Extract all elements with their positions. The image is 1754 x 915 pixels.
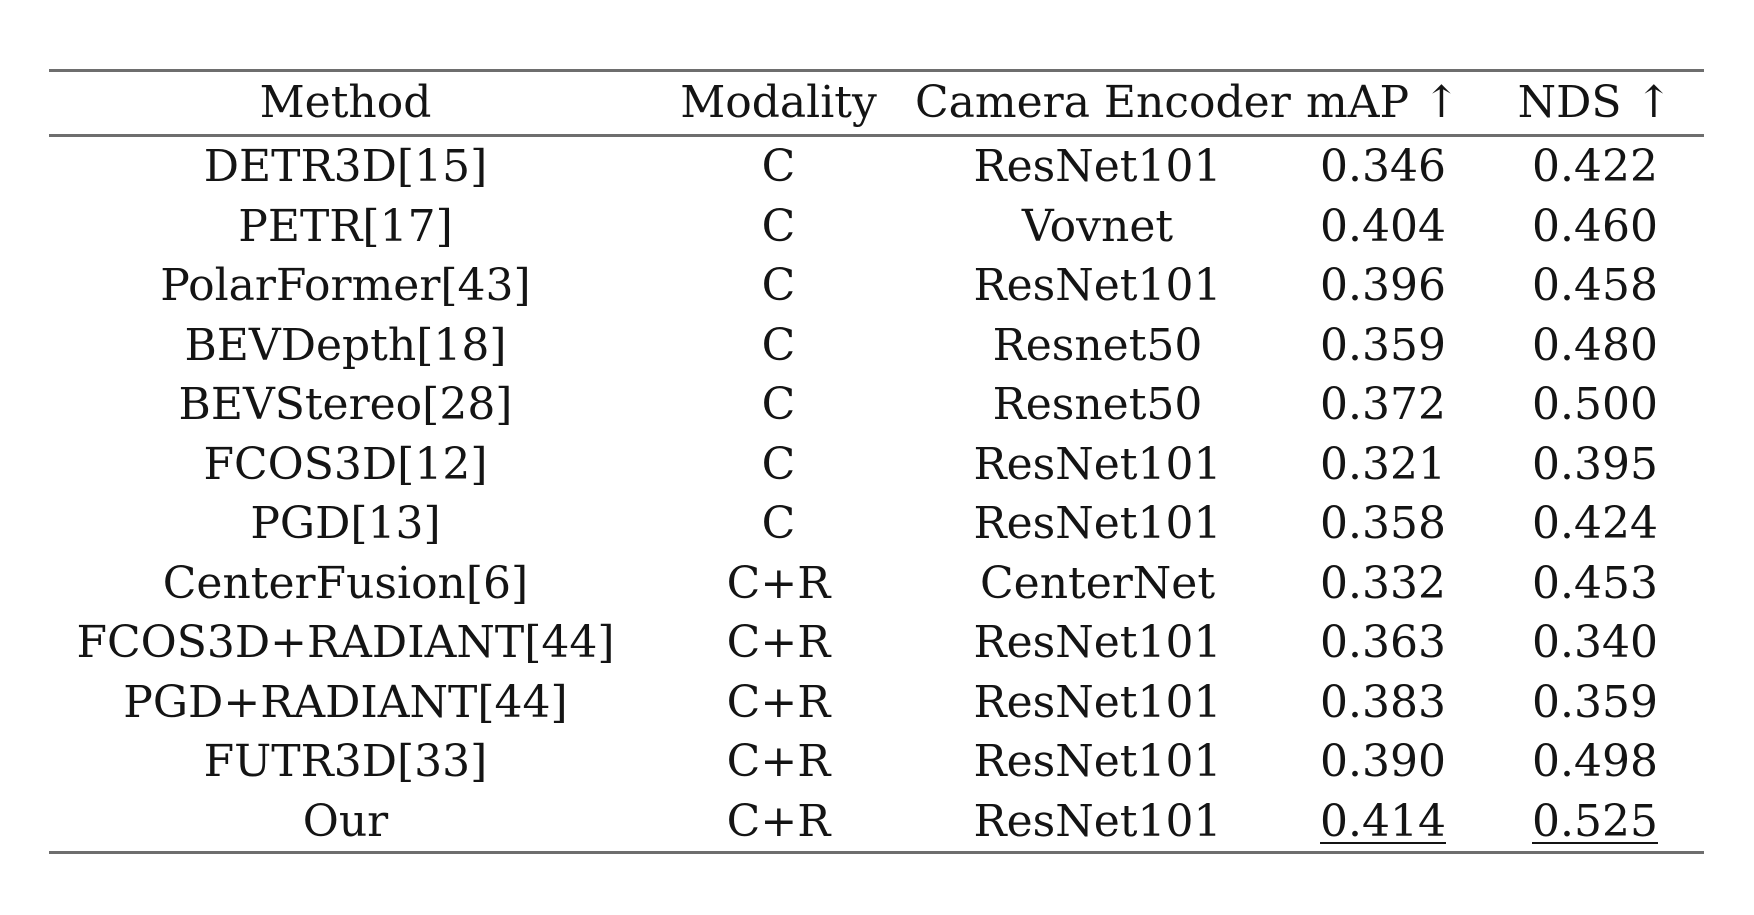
table-row: PGD+RADIANT[44] C+R ResNet101 0.383 0.35… <box>49 673 1704 733</box>
cell-modality: C <box>761 438 796 490</box>
cell-modality: C <box>761 498 796 549</box>
cell-modality: C+R <box>726 795 831 847</box>
cell-method: BEVStereo[28] <box>178 379 513 430</box>
table-row: DETR3D[15] C ResNet101 0.346 0.422 <box>49 136 1704 197</box>
cell-nds-best: 0.525 <box>1486 792 1704 853</box>
cell-modality: C <box>761 319 796 371</box>
table-header-row: Method Modality Camera Encoder mAP ↑ NDS… <box>49 70 1704 136</box>
table-row: PETR[17] C Vovnet 0.404 0.460 <box>49 197 1704 257</box>
cell-nds: 0.422 <box>1532 141 1658 192</box>
cell-map: 0.383 <box>1320 676 1446 728</box>
cell-modality: C+R <box>726 617 831 668</box>
cell-nds: 0.500 <box>1532 379 1658 430</box>
cell-method: FCOS3D+RADIANT[44] <box>76 617 615 668</box>
cell-camera-encoder: Resnet50 <box>992 319 1203 371</box>
header-camera-encoder: Camera Encoder <box>915 77 1291 128</box>
cell-method: FUTR3D[33] <box>203 736 488 787</box>
cell-modality: C <box>761 260 796 311</box>
cell-camera-encoder: Vovnet <box>1021 200 1174 252</box>
table-row: FUTR3D[33] C+R ResNet101 0.390 0.498 <box>49 732 1704 792</box>
cell-map: 0.396 <box>1320 260 1446 311</box>
cell-method: PGD[13] <box>250 498 441 549</box>
results-table-container: Method Modality Camera Encoder mAP ↑ NDS… <box>49 69 1704 854</box>
cell-camera-encoder: ResNet101 <box>973 260 1222 311</box>
header-modality: Modality <box>680 77 877 128</box>
best-nds-value: 0.525 <box>1532 795 1658 847</box>
cell-map: 0.372 <box>1320 379 1446 430</box>
cell-method: Our <box>302 795 389 847</box>
header-method: Method <box>259 77 432 128</box>
cell-camera-encoder: CenterNet <box>979 557 1216 609</box>
table-row: PolarFormer[43] C ResNet101 0.396 0.458 <box>49 256 1704 316</box>
cell-modality: C+R <box>726 676 831 728</box>
cell-camera-encoder: ResNet101 <box>973 617 1222 668</box>
cell-method: FCOS3D[12] <box>203 438 488 490</box>
table-row: BEVStereo[28] C Resnet50 0.372 0.500 <box>49 375 1704 435</box>
cell-nds: 0.359 <box>1532 676 1658 728</box>
cell-nds: 0.424 <box>1532 498 1658 549</box>
best-map-value: 0.414 <box>1320 795 1446 847</box>
cell-nds: 0.395 <box>1532 438 1658 490</box>
results-table: Method Modality Camera Encoder mAP ↑ NDS… <box>49 69 1704 854</box>
cell-method: DETR3D[15] <box>203 141 488 192</box>
cell-nds: 0.480 <box>1532 319 1658 371</box>
cell-method: CenterFusion[6] <box>162 557 529 609</box>
table-row: PGD[13] C ResNet101 0.358 0.424 <box>49 494 1704 554</box>
cell-map: 0.332 <box>1320 557 1446 609</box>
cell-camera-encoder: ResNet101 <box>973 736 1222 787</box>
cell-camera-encoder: ResNet101 <box>973 141 1222 192</box>
cell-map: 0.321 <box>1320 438 1446 490</box>
cell-map-best: 0.414 <box>1280 792 1486 853</box>
cell-camera-encoder: ResNet101 <box>973 795 1222 847</box>
cell-nds: 0.460 <box>1532 200 1658 252</box>
table-row: BEVDepth[18] C Resnet50 0.359 0.480 <box>49 316 1704 376</box>
cell-camera-encoder: ResNet101 <box>973 498 1222 549</box>
table-row-ours: Our C+R ResNet101 0.414 0.525 <box>49 792 1704 853</box>
cell-map: 0.390 <box>1320 736 1446 787</box>
cell-nds: 0.458 <box>1532 260 1658 311</box>
cell-camera-encoder: ResNet101 <box>973 676 1222 728</box>
cell-modality: C+R <box>726 736 831 787</box>
cell-nds: 0.453 <box>1532 557 1658 609</box>
cell-nds: 0.340 <box>1532 617 1658 668</box>
cell-map: 0.346 <box>1320 141 1446 192</box>
table-row: FCOS3D+RADIANT[44] C+R ResNet101 0.363 0… <box>49 613 1704 673</box>
cell-camera-encoder: ResNet101 <box>973 438 1222 490</box>
cell-modality: C <box>761 141 796 192</box>
cell-modality: C+R <box>726 557 831 609</box>
cell-method: PGD+RADIANT[44] <box>123 676 568 728</box>
cell-nds: 0.498 <box>1532 736 1658 787</box>
cell-map: 0.363 <box>1320 617 1446 668</box>
table-row: CenterFusion[6] C+R CenterNet 0.332 0.45… <box>49 554 1704 614</box>
cell-map: 0.358 <box>1320 498 1446 549</box>
cell-map: 0.404 <box>1320 200 1446 252</box>
cell-modality: C <box>761 379 796 430</box>
cell-modality: C <box>761 200 796 252</box>
cell-method: BEVDepth[18] <box>184 319 507 371</box>
cell-method: PolarFormer[43] <box>160 260 531 311</box>
cell-map: 0.359 <box>1320 319 1446 371</box>
header-nds: NDS ↑ <box>1517 77 1673 128</box>
cell-method: PETR[17] <box>238 200 453 252</box>
table-row: FCOS3D[12] C ResNet101 0.321 0.395 <box>49 435 1704 495</box>
header-map: mAP ↑ <box>1306 77 1460 128</box>
cell-camera-encoder: Resnet50 <box>992 379 1203 430</box>
